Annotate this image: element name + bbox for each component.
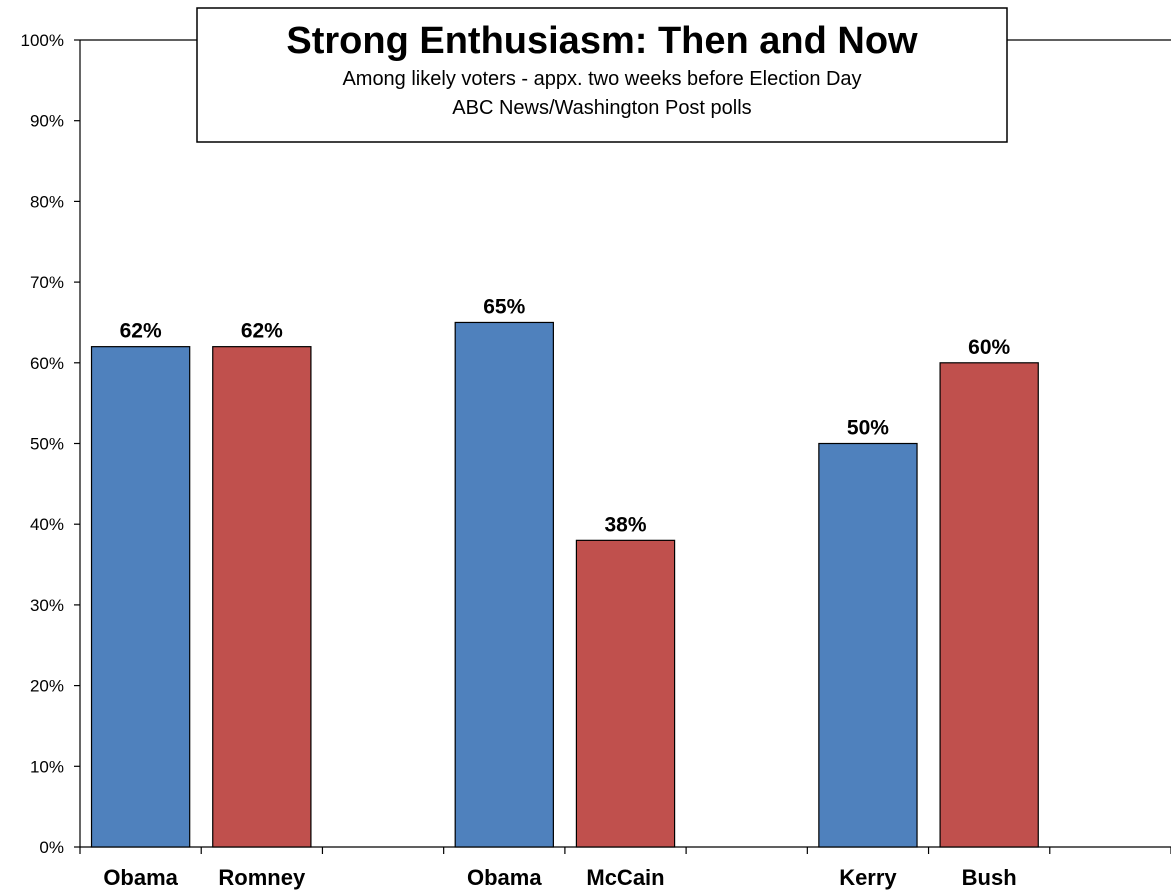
x-category-label: Kerry — [839, 865, 897, 890]
bar-romney — [212, 346, 312, 848]
x-category-label: Romney — [218, 865, 306, 890]
y-tick-label: 10% — [30, 757, 64, 776]
title-box: Strong Enthusiasm: Then and Now Among li… — [196, 7, 1008, 143]
bar-mccain — [575, 539, 676, 848]
y-tick-label: 90% — [30, 112, 64, 131]
y-tick-label: 50% — [30, 435, 64, 454]
chart-title: Strong Enthusiasm: Then and Now — [286, 20, 918, 62]
data-label: 62% — [120, 320, 162, 343]
y-tick-label: 70% — [30, 273, 64, 292]
y-tick-label: 80% — [30, 192, 64, 211]
x-category-label: Obama — [103, 865, 178, 890]
chart-subtitle-line-1: Among likely voters - appx. two weeks be… — [342, 68, 861, 90]
data-label: 65% — [483, 295, 525, 318]
data-label: 62% — [241, 320, 283, 343]
y-tick-label: 20% — [30, 677, 64, 696]
data-label: 38% — [604, 513, 646, 536]
title-frame — [196, 7, 1008, 143]
y-tick-label: 30% — [30, 596, 64, 615]
chart-subtitle-line-2: ABC News/Washington Post polls — [452, 97, 751, 119]
y-tick-label: 40% — [30, 515, 64, 534]
bar-obama — [454, 321, 554, 848]
x-category-label: McCain — [586, 865, 664, 890]
bars: 62% Obama 62% Romney 65% Obama 38% McCain 50% Ker… — [90, 295, 1039, 890]
data-label: 60% — [968, 336, 1010, 359]
x-category-label: Bush — [962, 865, 1017, 890]
data-label: 50% — [847, 417, 889, 440]
bar-obama — [90, 346, 191, 848]
x-category-label: Obama — [467, 865, 542, 890]
y-tick-label: 60% — [30, 354, 64, 373]
bar-bush — [939, 362, 1039, 848]
bar-kerry — [818, 442, 918, 848]
y-tick-label: 100% — [21, 31, 64, 50]
y-tick-label: 0% — [39, 838, 64, 857]
